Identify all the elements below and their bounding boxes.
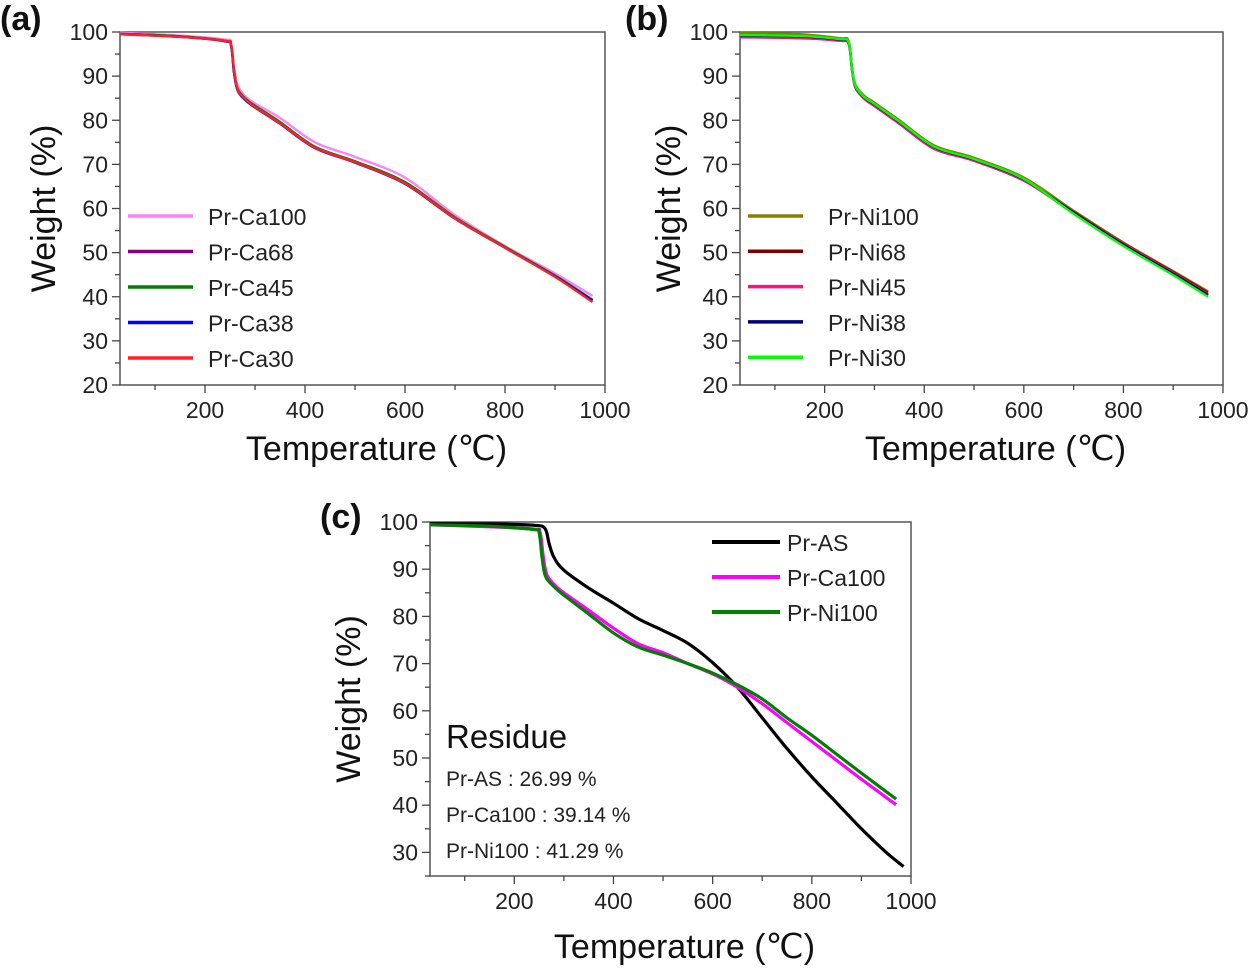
y-tick-label: 40 — [702, 284, 728, 310]
series-line-pr-ca30 — [119, 33, 594, 304]
chart-panel-b: (b) 200 400 600 800 1000 20 30 40 50 60 70 80 90 100 Te… — [625, 0, 1249, 468]
x-axis-title: Temperature (℃) — [554, 928, 815, 966]
x-axis-title: Temperature (℃) — [865, 430, 1126, 468]
y-tick-label: 30 — [82, 328, 108, 354]
annotation-line: Pr-Ni100 : 41.29 % — [446, 840, 623, 863]
y-tick-label: 80 — [392, 603, 418, 629]
x-tick-label: 400 — [905, 397, 943, 423]
series-line-pr-as — [429, 522, 905, 868]
series-line-pr-ca68 — [119, 32, 594, 302]
y-axis-title: Weight (%) — [25, 125, 63, 293]
y-tick-label: 80 — [82, 107, 108, 133]
legend-label: Pr-Ni45 — [828, 275, 906, 301]
residue-annotation: Residue Pr-AS : 26.99 % Pr-Ca100 : 39.14 %… — [446, 718, 630, 863]
legend-label: Pr-Ca38 — [208, 311, 294, 337]
x-tick-label: 600 — [1005, 397, 1043, 423]
x-tick-label: 400 — [286, 397, 324, 423]
x-tick-label: 1000 — [1197, 397, 1248, 423]
x-tick-label: 200 — [805, 397, 843, 423]
y-tick-label: 20 — [702, 372, 728, 398]
y-axis-title: Weight (%) — [330, 615, 368, 783]
annotation-title: Residue — [446, 718, 567, 755]
y-tick-label: 50 — [392, 745, 418, 771]
y-tick-label: 90 — [392, 556, 418, 582]
legend-label: Pr-Ca45 — [208, 275, 294, 301]
y-tick-label: 80 — [702, 107, 728, 133]
legend-label: Pr-Ca68 — [208, 240, 294, 266]
y-tick-label: 100 — [690, 19, 728, 45]
legend: Pr-Ca100 Pr-Ca68 Pr-Ca45 Pr-Ca38 Pr-Ca30 — [128, 204, 306, 372]
y-tick-label: 90 — [702, 63, 728, 89]
legend: Pr-AS Pr-Ca100 Pr-Ni100 — [712, 530, 885, 626]
y-tick-label: 60 — [392, 698, 418, 724]
plot-frame — [119, 31, 606, 386]
y-tick-label: 50 — [82, 240, 108, 266]
y-tick-label: 100 — [70, 19, 108, 45]
y-tick-label: 40 — [392, 792, 418, 818]
y-tick-label: 70 — [702, 151, 728, 177]
x-axis-title: Temperature (℃) — [246, 430, 507, 468]
y-tick-label: 20 — [82, 372, 108, 398]
chart-panel-c: (c) 200 400 600 800 1000 30 40 50 60 70 80 90 100 Temp… — [320, 498, 937, 966]
legend-label: Pr-AS — [787, 530, 848, 556]
y-tick-label: 60 — [82, 196, 108, 222]
series-line-pr-ca38 — [119, 33, 594, 302]
series-group — [739, 31, 1209, 298]
legend-label: Pr-Ca100 — [208, 204, 306, 230]
series-group — [429, 522, 905, 868]
x-tick-label: 600 — [386, 397, 424, 423]
y-axis-title: Weight (%) — [650, 125, 688, 293]
series-line-pr-ca45 — [119, 32, 594, 301]
x-tick-label: 800 — [486, 397, 524, 423]
y-tick-label: 100 — [380, 509, 418, 535]
series-line-pr-ni30 — [739, 33, 1209, 298]
y-tick-label: 30 — [702, 328, 728, 354]
panel-label: (b) — [625, 0, 668, 38]
legend-label: Pr-Ni68 — [828, 239, 906, 265]
x-tick-label: 1000 — [579, 397, 630, 423]
panel-label: (a) — [0, 0, 42, 38]
legend: Pr-Ni100 Pr-Ni68 Pr-Ni45 Pr-Ni38 Pr-Ni30 — [748, 204, 919, 371]
legend-label: Pr-Ni100 — [787, 600, 878, 626]
y-tick-label: 50 — [702, 240, 728, 266]
series-line-pr-ni100 — [429, 523, 898, 801]
y-tick-label: 30 — [392, 839, 418, 865]
x-tick-label: 200 — [186, 397, 224, 423]
annotation-line: Pr-AS : 26.99 % — [446, 768, 597, 791]
panel-label: (c) — [320, 498, 362, 536]
x-tick-label: 200 — [495, 888, 533, 914]
legend-label: Pr-Ni38 — [828, 310, 906, 336]
chart-panel-a: (a) 200 400 600 800 1000 20 30 40 50 60 70 80 90 100 Te… — [0, 0, 631, 468]
y-tick-label: 90 — [82, 63, 108, 89]
plot-frame — [739, 31, 1224, 386]
legend-label: Pr-Ca30 — [208, 346, 294, 372]
x-tick-label: 800 — [793, 888, 831, 914]
x-tick-label: 400 — [594, 888, 632, 914]
y-tick-label: 70 — [392, 651, 418, 677]
y-tick-label: 40 — [82, 284, 108, 310]
series-group — [119, 31, 594, 304]
x-tick-label: 1000 — [885, 888, 936, 914]
y-tick-label: 60 — [702, 196, 728, 222]
legend-label: Pr-Ca100 — [787, 565, 885, 591]
legend-label: Pr-Ni100 — [828, 204, 919, 230]
y-tick-label: 70 — [82, 151, 108, 177]
series-line-pr-ni38 — [739, 34, 1209, 297]
x-tick-label: 800 — [1104, 397, 1142, 423]
annotation-line: Pr-Ca100 : 39.14 % — [446, 804, 630, 827]
legend-label: Pr-Ni30 — [828, 345, 906, 371]
plot-frame — [429, 521, 912, 877]
x-tick-label: 600 — [693, 888, 731, 914]
